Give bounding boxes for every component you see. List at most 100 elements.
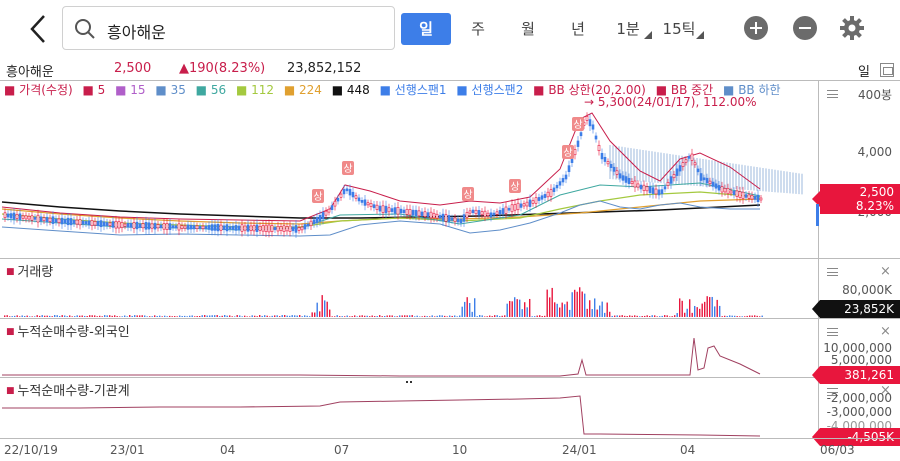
legend-ma112: ■ 112 [235, 83, 274, 97]
candle [123, 223, 127, 227]
candle [207, 225, 211, 230]
volume-bar [494, 315, 496, 317]
indicator-legend: ■ 가격(수정) ■ 5 ■ 15 ■ 35 ■ 56 ■ 112 ■ 224 … [4, 81, 814, 97]
candle [513, 204, 517, 211]
current-price-tag: 2,500 8.23% [812, 184, 900, 214]
candle [339, 193, 343, 198]
candle [294, 225, 298, 233]
tab-year[interactable]: 년 [571, 20, 585, 38]
volume-bar [424, 315, 426, 317]
candle [507, 207, 511, 211]
foreign-panel-menu-icon[interactable] [827, 328, 838, 336]
volume-bar [416, 315, 418, 317]
volume-bar [249, 316, 251, 317]
candle [174, 225, 178, 229]
volume-panel-menu-icon[interactable] [827, 268, 838, 276]
volume-bar [314, 312, 316, 317]
candle [189, 224, 193, 230]
volume-bar [401, 315, 403, 317]
tab-month[interactable]: 월 [521, 20, 535, 38]
price-panel-menu-icon[interactable] [827, 90, 838, 98]
candle [600, 152, 604, 160]
volume-bar [496, 315, 498, 317]
tab-week[interactable]: 주 [471, 20, 485, 38]
price-axis-4000: 4,000 [857, 145, 892, 159]
foreign-panel-title: 누적순매수량-외국인 [6, 321, 129, 340]
volume-bar [59, 315, 61, 317]
legend-bb-mid: ■ BB 중간 [655, 83, 714, 97]
volume-bar [84, 315, 86, 317]
tab-minute[interactable]: 1분 [606, 13, 652, 45]
candle [516, 202, 520, 211]
zoom-in-icon[interactable] [744, 16, 768, 40]
candle [45, 216, 49, 223]
candle [585, 116, 589, 121]
volume-bar [549, 297, 551, 317]
volume-panel-close-icon[interactable]: × [880, 264, 891, 279]
institution-panel-close-icon[interactable]: × [880, 383, 891, 398]
legend-span1: ■ 선행스팬1 [379, 83, 447, 97]
volume-bar [469, 302, 471, 317]
volume-bar [69, 315, 71, 317]
volume-bar [146, 316, 148, 317]
volume-bar [181, 316, 183, 317]
institution-tag: -4,505K [812, 428, 900, 446]
volume-bar [684, 312, 686, 317]
expand-icon[interactable] [880, 63, 894, 77]
volume-bar [751, 315, 753, 317]
volume-bar [4, 315, 6, 317]
limit-up-text: 상 [510, 181, 519, 193]
candle [315, 217, 319, 224]
candle [690, 153, 694, 161]
volume-bar [174, 316, 176, 317]
candle [537, 197, 541, 201]
volume-bar [524, 302, 526, 317]
foreign-tag: 381,261 [812, 366, 900, 384]
quote-name: 흥아해운 [6, 65, 54, 80]
candle [666, 182, 670, 186]
candle [60, 217, 64, 225]
volume-bar [231, 316, 233, 317]
volume-bar [734, 315, 736, 317]
candle [756, 194, 760, 203]
tab-day[interactable]: 일 [401, 13, 451, 45]
volume-bar [616, 315, 618, 317]
candle [636, 183, 640, 188]
institution-panel-menu-icon[interactable] [827, 388, 838, 396]
candle [216, 223, 220, 232]
volume-bar [404, 315, 406, 317]
date-label: 24/01 [562, 443, 597, 457]
volume-bar [561, 302, 563, 317]
candle [312, 219, 316, 225]
candle [234, 225, 238, 231]
volume-bar [221, 315, 223, 317]
volume-bar [704, 301, 706, 317]
volume-bar [264, 315, 266, 317]
candle [246, 224, 250, 232]
candle [264, 224, 268, 233]
tab-tick[interactable]: 15틱 [656, 13, 704, 45]
candle [672, 174, 676, 179]
quote-price: 2,500 [114, 61, 152, 76]
institution-net-buy-chart[interactable] [0, 378, 818, 438]
volume-bar [191, 315, 193, 317]
candle [471, 209, 475, 214]
volume-bar [196, 316, 198, 317]
volume-bar [581, 291, 583, 317]
candle [162, 223, 166, 230]
foreign-net-buy-chart[interactable] [0, 320, 818, 377]
date-label: 10 [452, 443, 468, 457]
back-chevron-icon[interactable] [22, 12, 54, 46]
candle [618, 173, 622, 179]
volume-bar [261, 315, 263, 317]
date-label: 06/03 [820, 443, 855, 457]
zoom-out-icon[interactable] [793, 16, 817, 40]
stock-search-input[interactable]: 흥아해운 [62, 6, 395, 50]
volume-bar [681, 300, 683, 317]
limit-up-text: 상 [313, 191, 322, 203]
volume-chart[interactable] [0, 276, 818, 318]
volume-bar [26, 315, 28, 317]
gear-icon[interactable] [838, 14, 866, 42]
foreign-panel-close-icon[interactable]: × [880, 324, 891, 339]
